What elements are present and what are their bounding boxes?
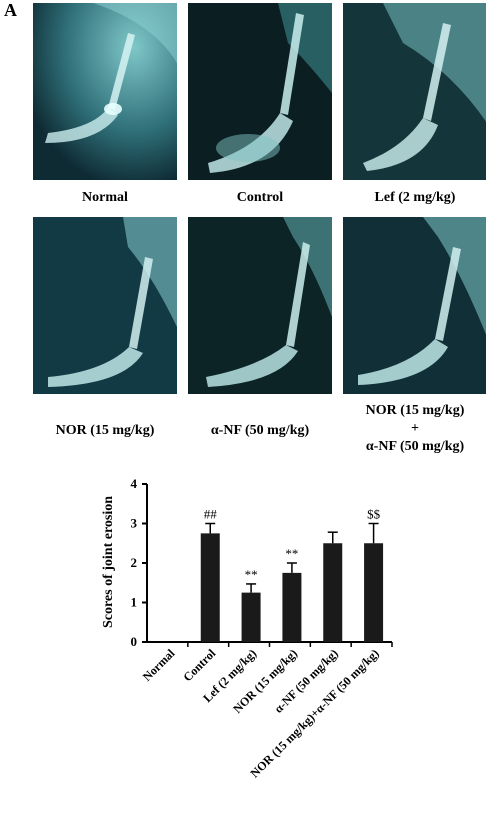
xray-image-lef: [343, 3, 486, 180]
bar: [364, 543, 384, 642]
caption-nor-anf-line-2: +: [411, 421, 419, 436]
y-tick-label: 2: [131, 555, 138, 570]
y-tick-label: 4: [131, 476, 138, 491]
xray-image-normal: [33, 3, 177, 180]
significance-label: **: [285, 546, 298, 561]
xray-image-nor-anf: [343, 217, 486, 394]
bars: ## ** ** $$: [200, 507, 384, 642]
bar: [241, 592, 261, 642]
caption-nor-anf-line-1: NOR (15 mg/kg): [365, 403, 465, 418]
xray-image-nor: [33, 217, 177, 394]
caption-lef: Lef (2 mg/kg): [374, 190, 456, 205]
significance-label: **: [245, 567, 258, 582]
bar: [323, 543, 343, 642]
y-tick-label: 1: [131, 595, 138, 610]
y-tick-label: 3: [131, 516, 138, 531]
panel-label: A: [4, 0, 17, 20]
significance-label: $$: [367, 507, 381, 522]
chart-axes: [146, 484, 392, 643]
y-tick-label: 0: [131, 634, 138, 649]
y-axis-label: Scores of joint erosion: [101, 496, 116, 628]
xray-image-anf: [188, 217, 332, 394]
caption-nor-anf: NOR (15 mg/kg) + α-NF (50 mg/kg): [320, 402, 486, 456]
caption-nor: NOR (15 mg/kg): [55, 423, 155, 438]
caption-control: Control: [236, 190, 284, 205]
caption-anf: α-NF (50 mg/kg): [210, 423, 310, 438]
x-category-label: Normal: [140, 646, 178, 684]
caption-normal: Normal: [82, 190, 128, 205]
bar: [282, 572, 302, 642]
significance-label: ##: [204, 507, 218, 522]
y-ticks: 0 1 2 3 4: [131, 476, 147, 649]
xray-image-control: [188, 3, 332, 180]
x-category-label: Control: [180, 646, 218, 684]
caption-nor-anf-line-3: α-NF (50 mg/kg): [365, 439, 465, 454]
joint-erosion-bar-chart: Scores of joint erosion 0 1 2 3 4 ## ** ** $$ N…: [101, 476, 393, 780]
bar: [200, 533, 220, 642]
